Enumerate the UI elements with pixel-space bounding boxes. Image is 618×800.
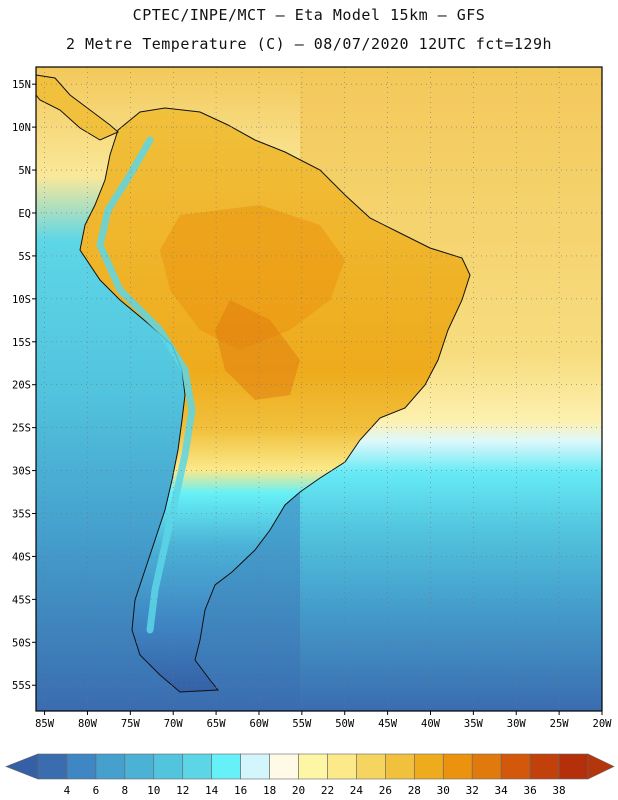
longitude-label: 55W: [292, 718, 312, 730]
colorbar-swatch: [298, 753, 328, 780]
colorbar-swatch: [414, 753, 444, 780]
latitude-label: 50S: [12, 637, 31, 649]
latitude-label: 10N: [12, 122, 31, 134]
colorbar-label: 14: [205, 784, 219, 797]
colorbar-swatch: [240, 753, 270, 780]
map-field: [36, 67, 602, 711]
colorbar-swatch: [471, 753, 502, 780]
colorbar-swatch: [95, 753, 126, 780]
andes-cold-band: [96, 136, 196, 634]
colorbar-swatch: [124, 753, 155, 780]
longitude-labels: 85W 80W 75W 70W 65W 60W 55W 50W 45W 40W 35W 30W 25W 2…: [35, 718, 612, 730]
longitude-label: 75W: [121, 718, 141, 730]
colorbar-label: 28: [408, 784, 421, 797]
latitude-labels: 15N 10N 5N EQ 5S 10S 15S 20S 25S 30S 35S 40S 45S 50S 5…: [12, 79, 31, 692]
colorbar-labels: 4 6 8 10 12 14 16 18 20 22 24 26 28 30 32 34 36 38: [64, 784, 566, 797]
colorbar-swatch: [182, 753, 212, 780]
map-frame: [35, 66, 603, 712]
colorbar-swatch: [385, 753, 415, 780]
map-title-line-1: CPTEC/INPE/MCT – Eta Model 15km – GFS: [132, 6, 486, 24]
central-america-landmass: [36, 74, 119, 141]
colorbar-label: 18: [263, 784, 276, 797]
colorbar-label: 4: [64, 784, 71, 797]
colorbar-over-arrow: [587, 753, 615, 780]
pantanal-warm-core: [215, 300, 300, 400]
latitude-label: 20S: [12, 380, 31, 392]
longitude-label: 60W: [249, 718, 269, 730]
colorbar-label: 8: [122, 784, 129, 797]
colorbar-swatch: [558, 753, 589, 780]
amazon-warm-core: [160, 205, 345, 350]
colorbar-label: 32: [466, 784, 479, 797]
latitude-label: 10S: [12, 294, 31, 306]
colorbar-label: 24: [350, 784, 364, 797]
colorbar-label: 16: [234, 784, 247, 797]
colorbar-swatch: [327, 753, 357, 780]
longitude-label: 80W: [78, 718, 98, 730]
latitude-label: 30S: [12, 466, 31, 478]
colorbar: 4 6 8 10 12 14 16 18 20 22 24 26 28 30 32 34 36 38: [5, 753, 615, 797]
longitude-label: 65W: [207, 718, 227, 730]
latitude-label: 15N: [12, 79, 31, 91]
longitude-label: 50W: [335, 718, 355, 730]
latitude-label: 40S: [12, 551, 31, 563]
latitude-label: EQ: [18, 208, 31, 220]
colorbar-swatch: [211, 753, 241, 780]
colorbar-swatch: [269, 753, 299, 780]
colorbar-label: 20: [292, 784, 305, 797]
temperature-map: 15N 10N 5N EQ 5S 10S 15S 20S 25S 30S 35S 40S 45S 50S 5…: [12, 66, 612, 730]
colorbar-label: 6: [93, 784, 100, 797]
latitude-label: 25S: [12, 423, 31, 435]
latitude-label: 45S: [12, 594, 31, 606]
colorbar-label: 12: [176, 784, 189, 797]
latitude-label: 55S: [12, 680, 31, 692]
colorbar-label: 10: [147, 784, 160, 797]
colorbar-label: 22: [321, 784, 334, 797]
longitude-label: 35W: [464, 718, 484, 730]
colorbar-swatch: [529, 753, 560, 780]
colorbar-swatch: [66, 753, 97, 780]
colorbar-label: 38: [552, 784, 565, 797]
longitude-label: 25W: [550, 718, 570, 730]
colorbar-swatch: [37, 753, 68, 780]
colorbar-label: 26: [379, 784, 392, 797]
colorbar-swatch: [500, 753, 531, 780]
longitude-label: 45W: [378, 718, 398, 730]
longitude-label: 40W: [421, 718, 441, 730]
longitude-label: 85W: [35, 718, 55, 730]
graticule: [32, 67, 603, 715]
longitude-label: 20W: [593, 718, 613, 730]
colorbar-label: 34: [495, 784, 509, 797]
longitude-label: 30W: [507, 718, 527, 730]
map-title-line-2: 2 Metre Temperature (C) – 08/07/2020 12U…: [65, 35, 553, 53]
colorbar-swatch: [153, 753, 184, 780]
colorbar-swatch: [356, 753, 386, 780]
latitude-label: 15S: [12, 337, 31, 349]
longitude-label: 70W: [164, 718, 184, 730]
latitude-label: 35S: [12, 509, 31, 521]
colorbar-boxes: [5, 753, 615, 780]
colorbar-label: 30: [437, 784, 450, 797]
latitude-label: 5S: [18, 251, 31, 263]
colorbar-label: 36: [523, 784, 536, 797]
colorbar-under-arrow: [5, 753, 39, 780]
latitude-label: 5N: [18, 165, 31, 177]
colorbar-swatch: [442, 753, 473, 780]
